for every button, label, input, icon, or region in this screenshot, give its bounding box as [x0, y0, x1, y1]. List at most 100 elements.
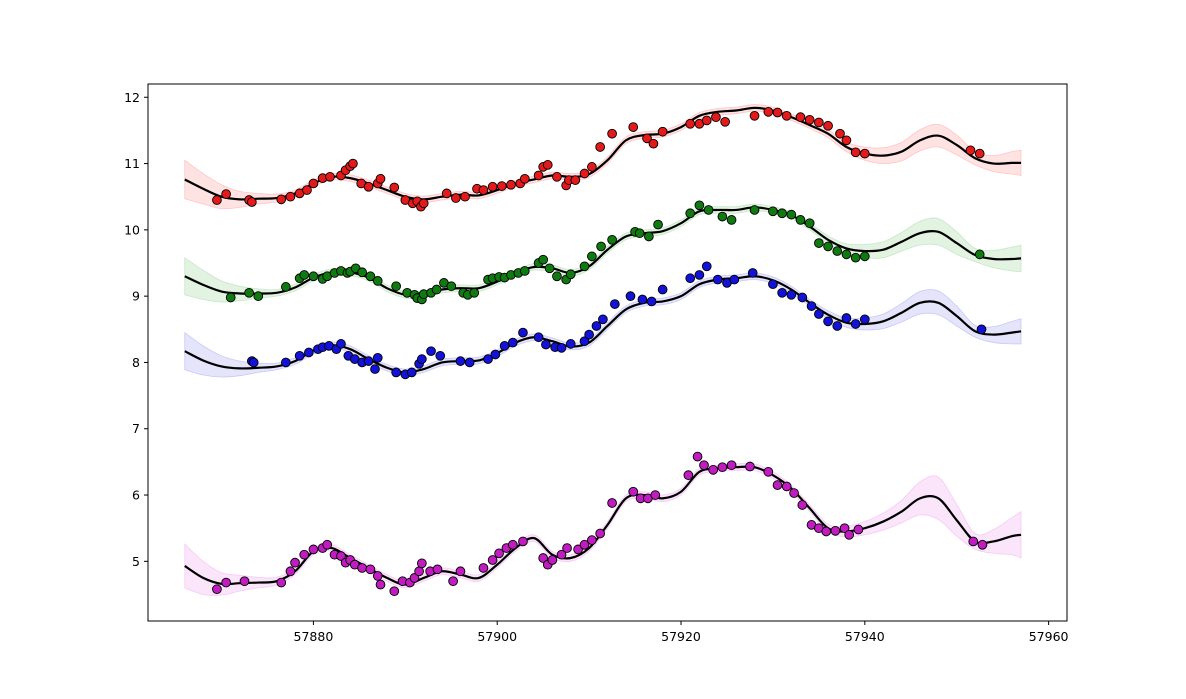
series-3-data-point [717, 462, 728, 473]
series-0-data-point [285, 191, 296, 202]
series-1-data-point [607, 234, 617, 245]
series-3-data-point [357, 563, 367, 573]
series-2-data-point [370, 364, 380, 374]
series-0-data-point [648, 138, 659, 149]
series-0-data-point [533, 170, 544, 181]
series-1-data-point [391, 281, 401, 292]
series-0-data-point [720, 116, 730, 127]
series-3-data-point [797, 500, 808, 510]
series-3-data-point [417, 558, 427, 569]
series-1-data-point [253, 291, 264, 302]
y-tick-label: 7 [132, 421, 140, 436]
series-3-data-point [587, 535, 597, 545]
series-0-data-point [628, 122, 639, 132]
series-3-data-point [763, 466, 774, 477]
series-3-data-point [507, 539, 518, 550]
series-1-data-point [685, 208, 696, 219]
series-1-data-point [225, 292, 236, 303]
series-1-data-point [694, 200, 705, 211]
series-3-data-point [308, 544, 319, 555]
series-3-data-point [455, 566, 466, 577]
series-3-data-point [290, 557, 300, 568]
series-0-data-point [763, 106, 774, 117]
y-tick-label: 5 [132, 554, 140, 569]
series-2-data-point [625, 291, 636, 302]
y-axis: 5 6 7 8 9 10 11 12 [124, 90, 148, 569]
series-2-data-point [850, 319, 861, 329]
series-1-data-point [703, 205, 714, 215]
series-0-data-point [375, 173, 386, 184]
series-0-data-point [519, 173, 530, 184]
series-2-data-point [372, 352, 383, 363]
series-1-data-point [544, 263, 555, 274]
series-0-data-point [496, 181, 507, 191]
series-3-data-point [212, 584, 222, 595]
x-tick-label: 57880 [294, 629, 334, 644]
series-0-data-point [841, 135, 852, 146]
series-0-data-point [221, 189, 231, 199]
series-2-data-point [694, 270, 705, 280]
series-0-data-point [701, 115, 712, 126]
series-1-data-point [859, 251, 870, 262]
series-1-data-point [538, 254, 549, 265]
series-2-data-point [729, 274, 740, 285]
series-0-data-point [749, 110, 760, 121]
series-1-data-point [565, 269, 576, 280]
x-tick-label: 57960 [1029, 629, 1069, 644]
series-2-data-point [609, 299, 620, 309]
series-3-data-point [821, 526, 832, 537]
series-3-data-point [538, 553, 549, 563]
series-2-data-point [598, 314, 608, 325]
series-2-data-point [657, 284, 668, 295]
series-1-data-point [446, 281, 457, 292]
series-0-data-point [487, 181, 498, 192]
series-3-data-point [772, 480, 783, 490]
series-0-data-point [835, 128, 845, 139]
series-0-data-point [276, 194, 287, 205]
series-3-data-point [375, 579, 386, 590]
series-2-data-point [584, 329, 594, 340]
series-0-data-point [974, 148, 985, 159]
y-tick-label: 11 [124, 156, 140, 171]
series-1-data-point [974, 249, 985, 260]
series-2-data-point [712, 274, 723, 285]
series-1-data-point [244, 287, 254, 298]
series-3-data-point [547, 555, 558, 565]
series-2-data-point [455, 356, 466, 366]
series-3-data-point [573, 544, 583, 555]
series-2-data-point [303, 347, 314, 358]
series-1-data-point [308, 271, 319, 282]
series-0-data-point [965, 145, 976, 156]
series-2-data-point [685, 273, 696, 284]
series-2-data-point [294, 350, 305, 361]
series-3-data-point [607, 498, 617, 508]
series-2-data-point [435, 350, 446, 361]
series-3-data-point [708, 464, 719, 475]
series-2-data-point [518, 327, 528, 338]
series-1-data-point [579, 261, 590, 272]
series-1-data-point [596, 241, 606, 252]
series-0-data-point [302, 185, 312, 195]
series-3-data-point [692, 451, 703, 462]
series-0-data-point [804, 114, 815, 125]
series-3-data-point [650, 490, 661, 500]
series-2-data-point [363, 356, 374, 366]
plot-area-frame [147, 83, 1068, 622]
series-0-data-point [460, 191, 470, 202]
series-3-data-point [478, 563, 489, 573]
series-2-data-point [248, 357, 259, 368]
series-3-data-point [487, 555, 498, 565]
series-1-data-point [850, 252, 861, 263]
x-axis: 57880 57900 57920 57940 57960 [294, 621, 1069, 644]
series-0-data-point [814, 117, 824, 128]
series-2-data-point [701, 261, 712, 272]
series-3-data-point [239, 576, 250, 587]
series-1-data-point [749, 205, 760, 215]
series-0-data-point [212, 195, 222, 205]
series-0-data-point [781, 110, 792, 121]
series-3-data-point [968, 536, 979, 547]
series-3-data-point [389, 586, 400, 597]
series-3-data-point [977, 539, 988, 550]
series-1-data-point [717, 211, 728, 222]
series-3-data-point [562, 543, 572, 553]
